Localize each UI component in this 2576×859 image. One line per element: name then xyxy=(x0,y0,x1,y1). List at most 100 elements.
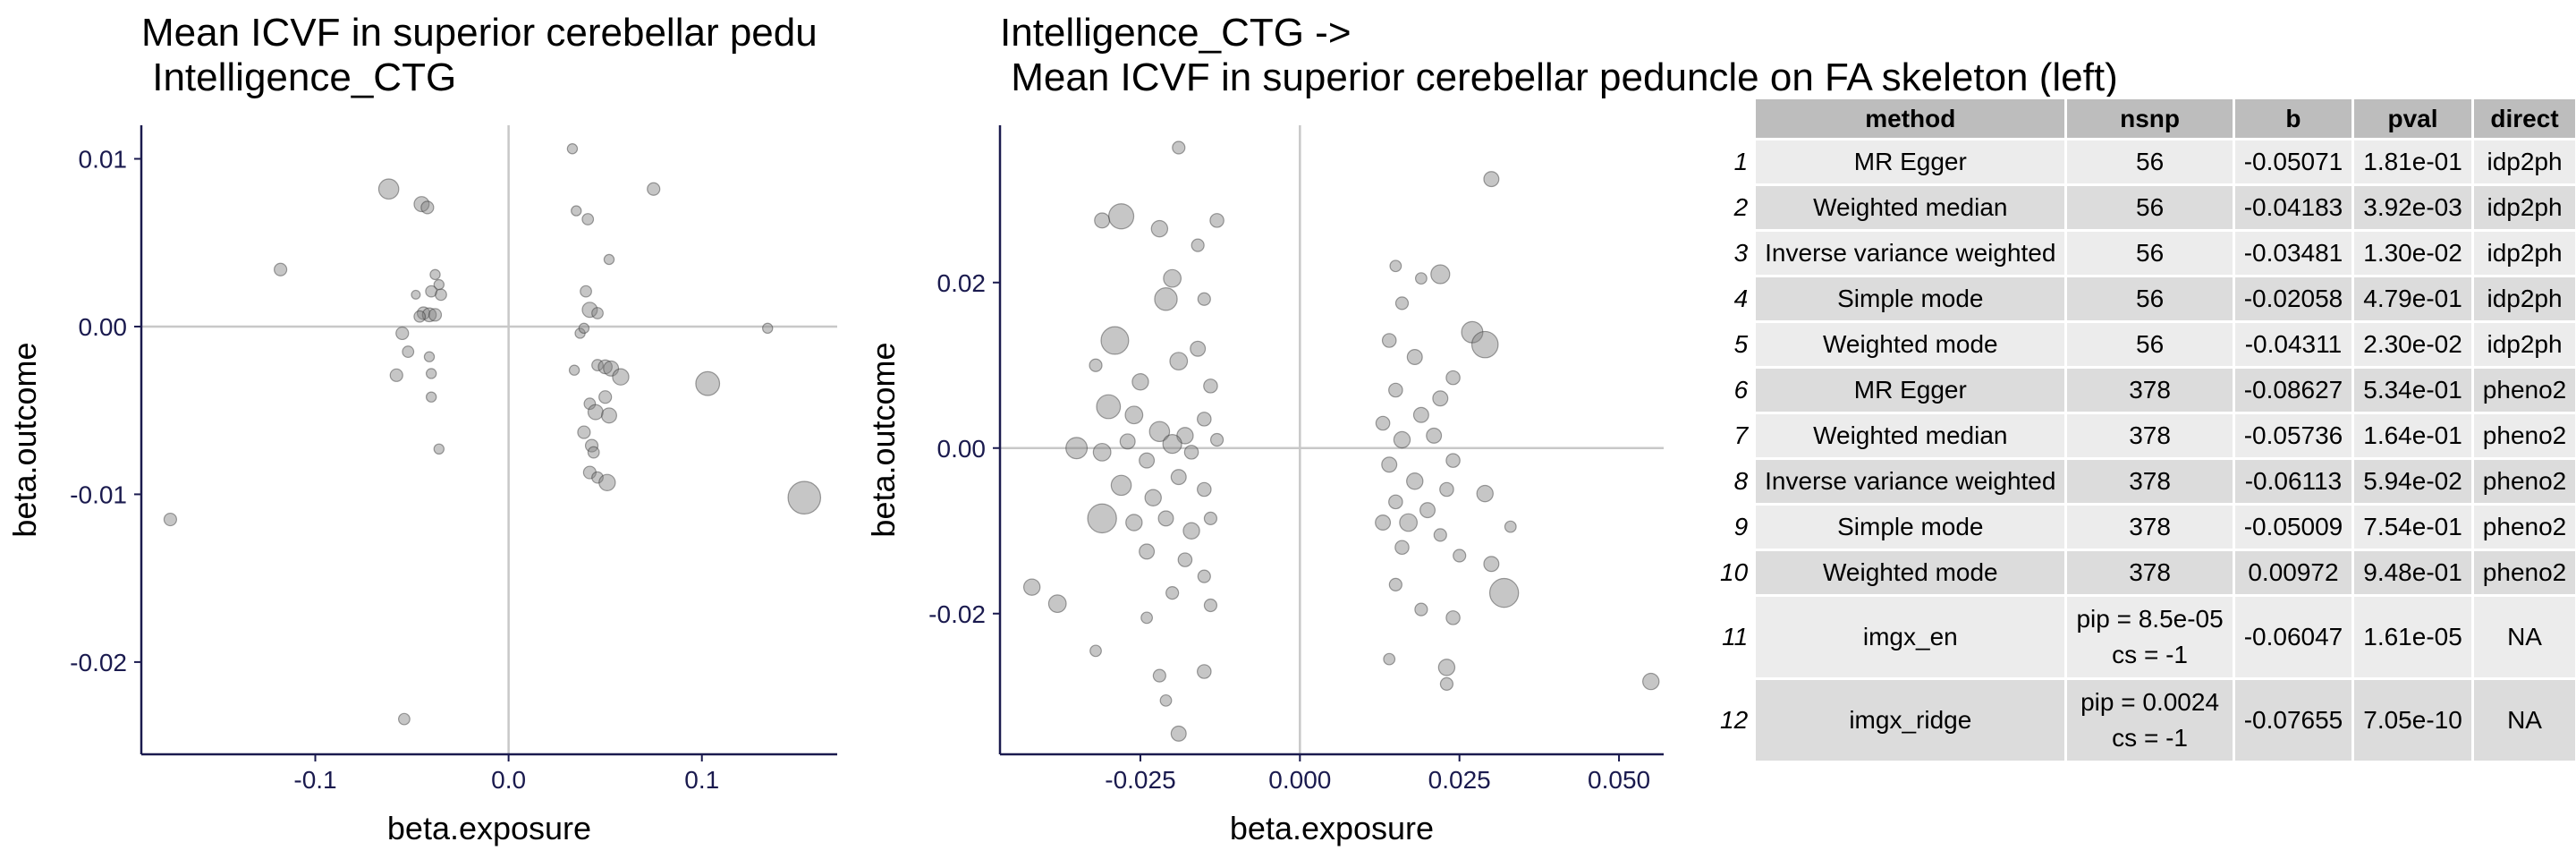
data-point xyxy=(600,407,617,424)
cell-pval: 5.94e-02 xyxy=(2354,460,2471,503)
cell-direct: pheno2 xyxy=(2473,414,2576,457)
data-point xyxy=(1172,140,1186,155)
data-point xyxy=(274,262,288,276)
row-number: 8 xyxy=(1716,460,1754,503)
data-point xyxy=(1100,326,1130,355)
x-axis-title: beta.exposure xyxy=(387,810,591,846)
data-point xyxy=(1203,378,1218,394)
data-point xyxy=(1209,432,1224,447)
data-point xyxy=(1426,427,1443,444)
data-point xyxy=(1389,259,1402,273)
data-point xyxy=(411,289,421,300)
cell-nsnp: 378 xyxy=(2067,369,2233,412)
cell-nsnp: 378 xyxy=(2067,506,2233,549)
data-point xyxy=(425,285,438,298)
data-point xyxy=(1170,725,1187,742)
data-point xyxy=(1176,427,1194,445)
cell-b: 0.00972 xyxy=(2234,551,2352,594)
cell-method: imgx_ridge xyxy=(1756,680,2065,761)
cell-b: -0.08627 xyxy=(2234,369,2352,412)
table-row: 2 Weighted median 56 -0.04183 3.92e-03 idp2ph xyxy=(1716,186,2576,229)
cell-pval: 1.61e-05 xyxy=(2354,597,2471,677)
data-point xyxy=(1150,219,1169,238)
data-point xyxy=(647,182,661,196)
column-header-b: b xyxy=(2234,99,2352,138)
x-tick-label: 0.025 xyxy=(1428,766,1491,794)
data-point xyxy=(420,200,435,215)
data-point xyxy=(1375,514,1392,531)
row-number: 6 xyxy=(1716,369,1754,412)
data-point xyxy=(1388,382,1403,398)
data-point xyxy=(1412,406,1429,423)
data-point xyxy=(1065,437,1089,460)
data-point xyxy=(1119,433,1136,450)
y-tick-label: -0.02 xyxy=(70,649,127,676)
data-point xyxy=(429,268,441,281)
data-point xyxy=(1488,577,1520,608)
row-number: 11 xyxy=(1716,597,1754,677)
cell-pval: 7.54e-01 xyxy=(2354,506,2471,549)
y-tick-label: 0.00 xyxy=(79,313,128,341)
data-point xyxy=(568,364,580,376)
row-number: 1 xyxy=(1716,140,1754,183)
data-point xyxy=(1170,469,1187,486)
cell-pval: 4.79e-01 xyxy=(2354,277,2471,320)
table-row: 3 Inverse variance weighted 56 -0.03481 1.30… xyxy=(1716,232,2576,275)
data-point xyxy=(1209,213,1224,228)
data-point xyxy=(1182,522,1200,540)
cell-nsnp: 378 xyxy=(2067,551,2233,594)
row-number: 5 xyxy=(1716,323,1754,366)
x-tick-label: -0.1 xyxy=(293,766,336,794)
data-point xyxy=(598,390,613,404)
data-point xyxy=(591,471,604,484)
y-axis-title: beta.outcome xyxy=(6,342,43,537)
data-point xyxy=(695,370,721,396)
table-row: 6 MR Egger 378 -0.08627 5.34e-01 pheno2 xyxy=(1716,369,2576,412)
data-point xyxy=(1197,292,1211,306)
cell-pval: 5.34e-01 xyxy=(2354,369,2471,412)
cell-direct: pheno2 xyxy=(2473,460,2576,503)
column-header-direct: direct xyxy=(2473,99,2576,138)
data-point xyxy=(1152,668,1166,683)
cell-nsnp: 56 xyxy=(2067,277,2233,320)
table-row: 8 Inverse variance weighted 378 -0.06113 5.9… xyxy=(1716,460,2576,503)
cell-direct: NA xyxy=(2473,597,2576,677)
cell-nsnp: 56 xyxy=(2067,186,2233,229)
plot1-title: Mean ICVF in superior cerebellar pedu In… xyxy=(141,11,857,109)
cell-direct: pheno2 xyxy=(2473,551,2576,594)
cell-nsnp-line2: cs = -1 xyxy=(2112,641,2188,668)
cell-method: MR Egger xyxy=(1756,140,2065,183)
data-point xyxy=(1197,412,1212,427)
cell-b: -0.05071 xyxy=(2234,140,2352,183)
table-row: 5 Weighted mode 56 -0.04311 2.30e-02 idp2ph xyxy=(1716,323,2576,366)
row-number: 4 xyxy=(1716,277,1754,320)
data-point xyxy=(1381,333,1397,348)
data-point xyxy=(1140,611,1153,625)
cell-nsnp: pip = 0.0024 cs = -1 xyxy=(2067,680,2233,761)
y-tick-label: 0.02 xyxy=(937,269,987,297)
data-point xyxy=(1414,272,1428,285)
x-axis-title: beta.exposure xyxy=(1230,810,1434,846)
row-number: 9 xyxy=(1716,506,1754,549)
cell-b: -0.04183 xyxy=(2234,186,2352,229)
data-point xyxy=(1165,586,1180,600)
data-point xyxy=(1394,540,1410,556)
cell-pval: 9.48e-01 xyxy=(2354,551,2471,594)
data-point xyxy=(377,178,400,200)
cell-nsnp-line1: pip = 8.5e-05 xyxy=(2076,605,2224,633)
data-point xyxy=(582,465,597,480)
data-point xyxy=(1107,203,1135,230)
data-point xyxy=(1163,268,1182,288)
table-row: 7 Weighted median 378 -0.05736 1.64e-01 pheno… xyxy=(1716,414,2576,457)
cell-method: Weighted mode xyxy=(1756,551,2065,594)
data-point xyxy=(1124,405,1144,425)
cell-b: -0.02058 xyxy=(2234,277,2352,320)
data-point xyxy=(423,351,436,362)
data-point xyxy=(1190,340,1207,357)
data-point xyxy=(416,306,431,320)
data-point xyxy=(583,397,597,411)
y-tick-label: 0.01 xyxy=(79,145,128,173)
data-point xyxy=(413,310,427,323)
table-row: 4 Simple mode 56 -0.02058 4.79e-01 idp2ph xyxy=(1716,277,2576,320)
data-point xyxy=(1414,602,1428,617)
